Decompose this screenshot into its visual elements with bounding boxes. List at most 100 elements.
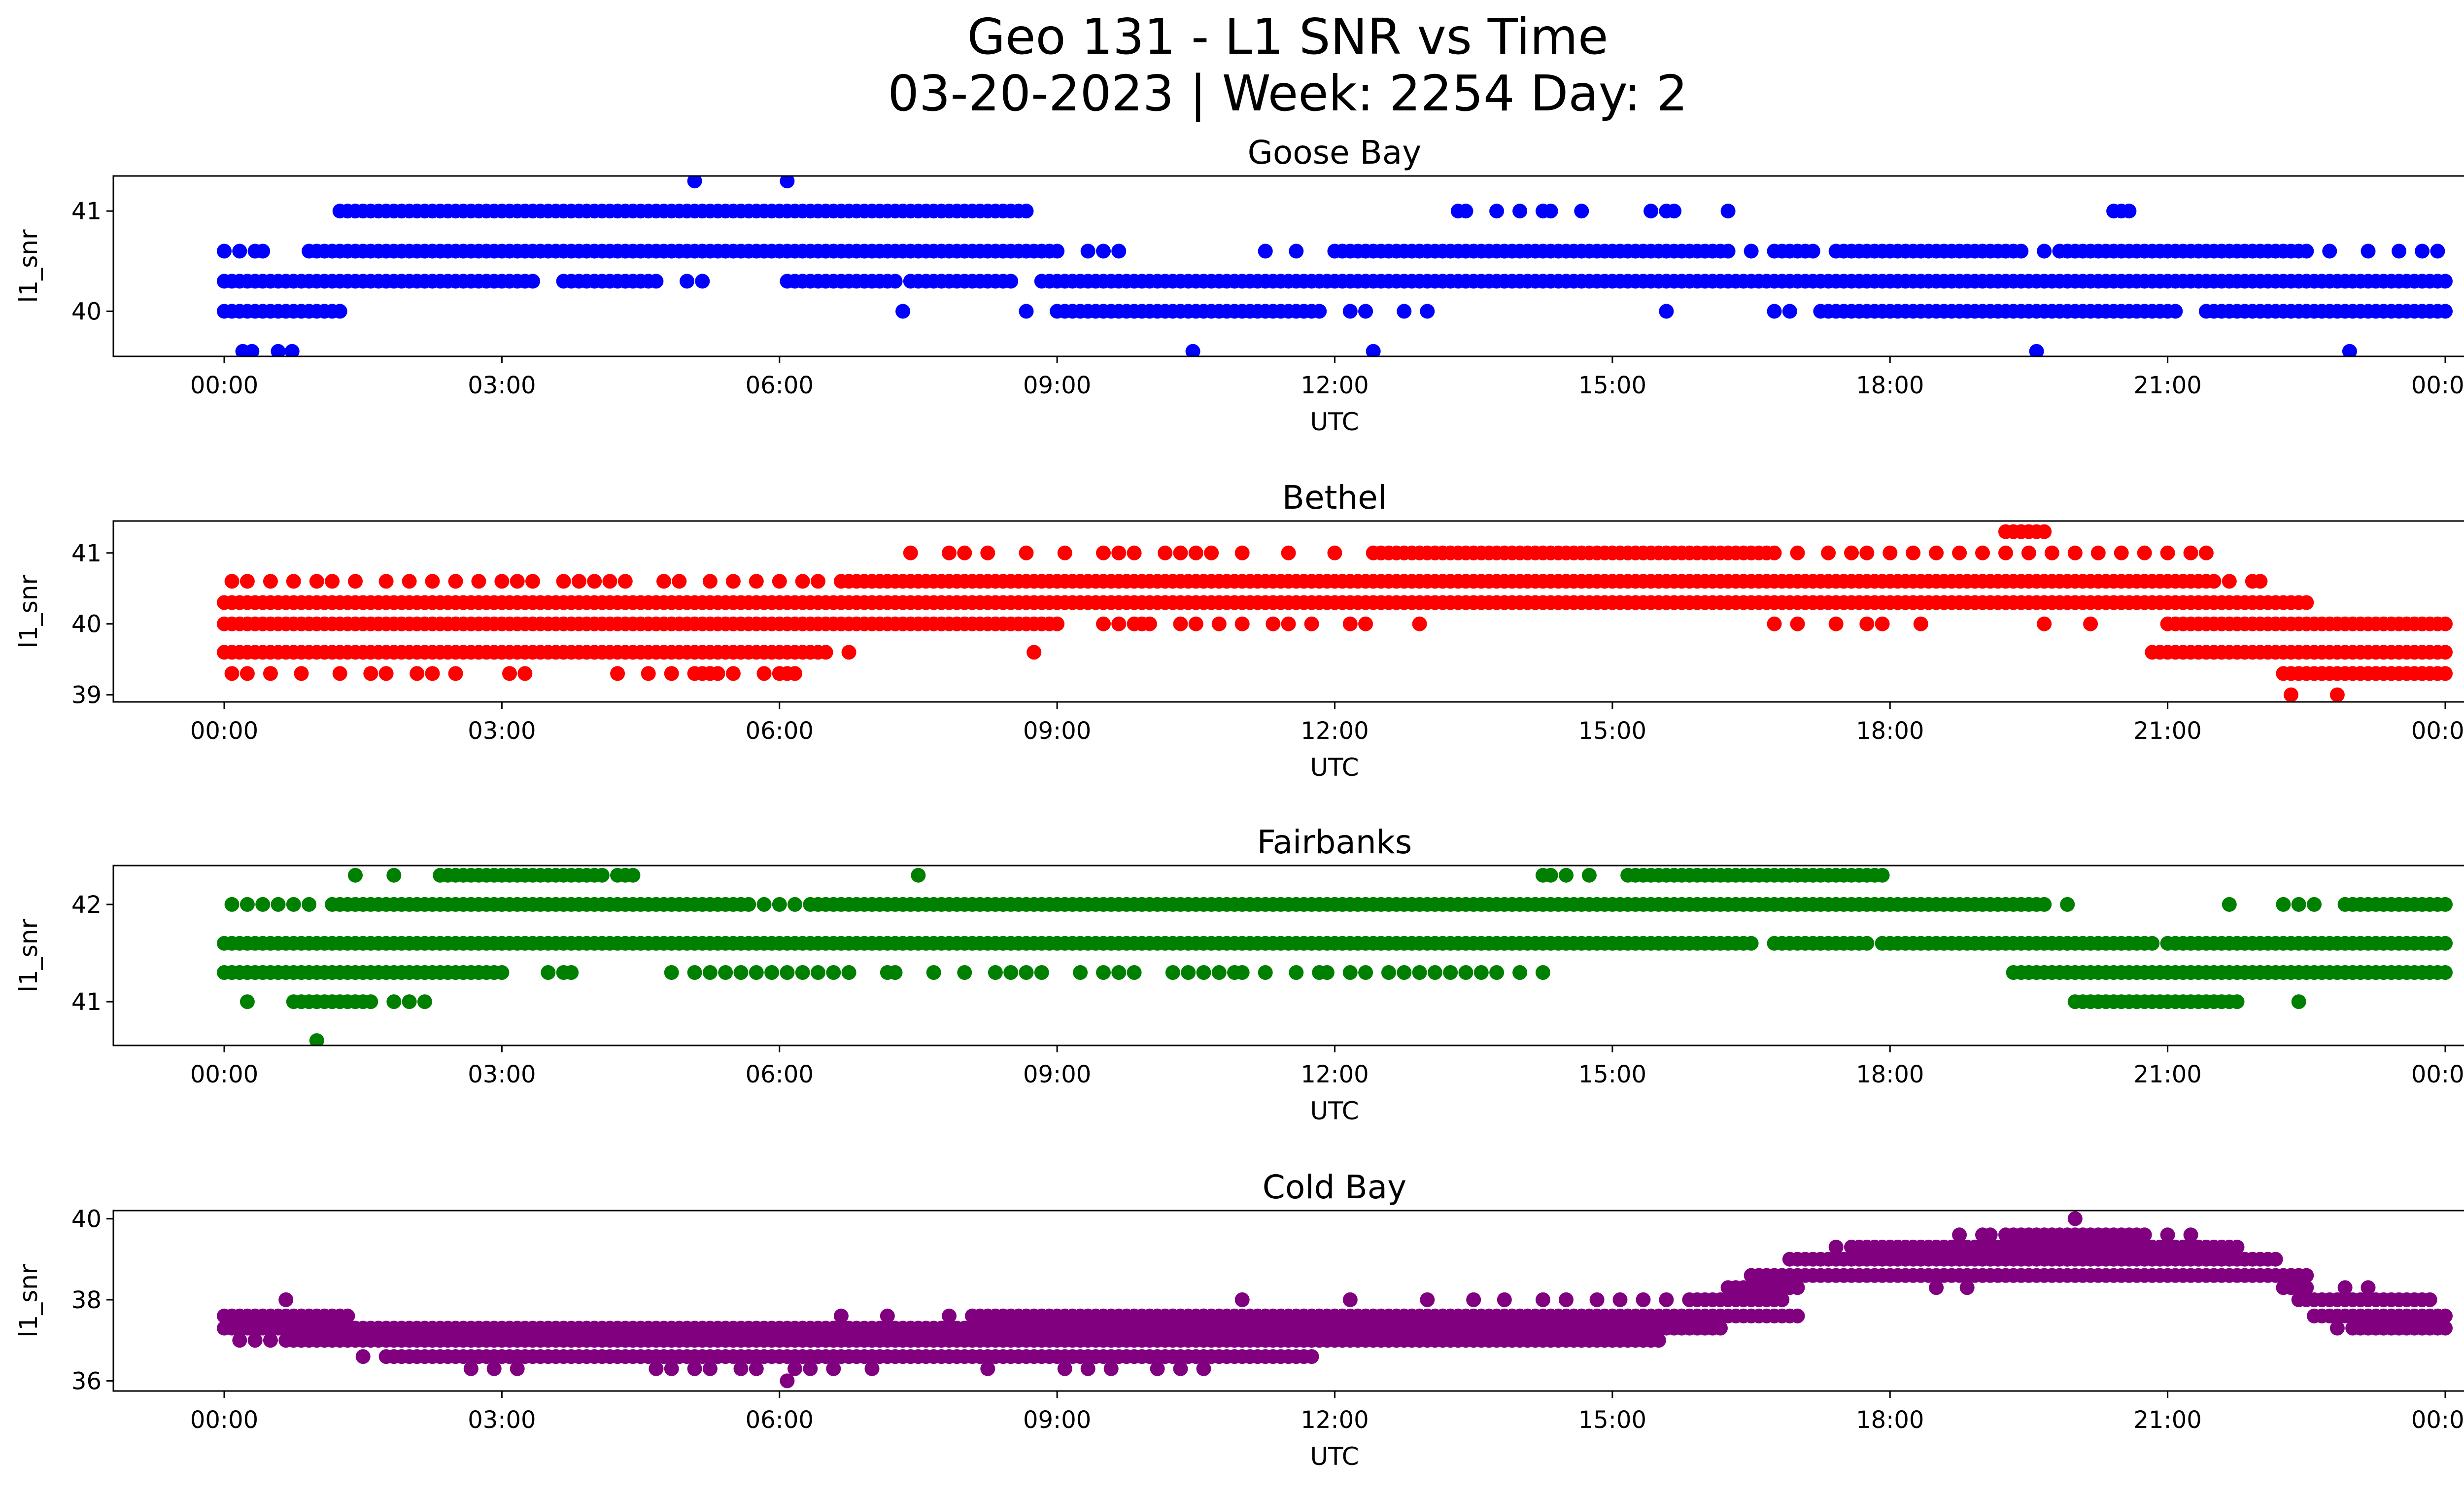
data-point <box>687 1361 702 1376</box>
data-point <box>2438 304 2453 319</box>
x-tick-label: 00:00 <box>190 1061 258 1088</box>
data-point <box>733 965 749 980</box>
y-axis-label: l1_snr <box>14 1264 43 1337</box>
data-point <box>255 243 271 259</box>
data-point <box>402 994 417 1009</box>
data-point <box>787 1361 802 1376</box>
data-point <box>247 1333 263 1348</box>
data-point <box>926 965 941 980</box>
data-point <box>1158 545 1173 560</box>
data-point <box>1319 965 1335 980</box>
data-point <box>263 1333 278 1348</box>
data-point <box>284 344 300 356</box>
data-point <box>1882 545 1898 560</box>
data-point <box>1913 616 1928 631</box>
data-point <box>780 965 795 980</box>
data-point <box>787 897 802 912</box>
panel-title: Bethel <box>1282 479 1387 517</box>
data-point <box>957 545 972 560</box>
panel-title: Cold Bay <box>1263 1168 1406 1206</box>
y-tick-label: 40 <box>71 298 102 326</box>
data-point <box>1027 645 1042 660</box>
data-point <box>1342 1292 1358 1307</box>
data-point <box>1304 1349 1319 1364</box>
data-point <box>2337 1280 2353 1295</box>
data-point <box>355 1349 371 1364</box>
data-point <box>1473 965 1489 980</box>
data-point <box>2284 687 2298 702</box>
data-point <box>2183 1227 2198 1243</box>
data-point <box>541 965 556 980</box>
data-point <box>494 574 510 589</box>
x-tick-label: 15:00 <box>1578 372 1646 399</box>
data-point <box>1289 243 1304 259</box>
data-point <box>1096 545 1111 560</box>
data-point <box>1327 545 1342 560</box>
data-point <box>271 344 286 356</box>
data-point <box>1057 545 1072 560</box>
x-tick-label: 00:00 <box>2411 1061 2464 1088</box>
x-tick-label: 12:00 <box>1300 372 1369 399</box>
x-tick-label: 06:00 <box>746 717 814 745</box>
data-point <box>1019 545 1034 560</box>
data-point <box>263 666 278 681</box>
data-point <box>232 1333 247 1348</box>
data-point <box>1581 868 1597 883</box>
data-points <box>217 176 2453 356</box>
data-point <box>1050 243 1065 259</box>
data-point <box>2361 1280 2376 1295</box>
data-point <box>1859 545 1875 560</box>
x-tick-label: 21:00 <box>2133 1406 2201 1434</box>
data-point <box>1512 965 1528 980</box>
data-point <box>2044 545 2059 560</box>
y-axis-label: l1_snr <box>14 919 43 992</box>
data-point <box>710 666 725 681</box>
x-tick-label: 09:00 <box>1023 1061 1091 1088</box>
data-point <box>2168 304 2183 319</box>
data-point <box>2291 994 2306 1009</box>
data-point <box>332 304 347 319</box>
data-point <box>795 965 810 980</box>
data-point <box>332 666 347 681</box>
data-point <box>1096 616 1111 631</box>
data-point <box>325 574 340 589</box>
data-point <box>1744 936 1759 951</box>
data-point <box>1983 1227 1998 1243</box>
data-point <box>309 574 324 589</box>
data-point <box>1150 1361 1165 1376</box>
data-point <box>587 574 602 589</box>
data-point <box>1543 868 1558 883</box>
data-point <box>2160 545 2175 560</box>
data-point <box>1188 616 1203 631</box>
data-point <box>1782 304 1797 319</box>
data-point <box>888 274 903 289</box>
data-point <box>1050 616 1065 631</box>
data-point <box>1342 616 1358 631</box>
x-tick-label: 09:00 <box>1023 717 1091 745</box>
data-point <box>2329 687 2345 702</box>
data-point <box>2222 574 2237 589</box>
data-point <box>1142 616 1157 631</box>
data-point <box>1420 304 1435 319</box>
data-point <box>2067 545 2083 560</box>
data-point <box>255 897 271 912</box>
data-point <box>911 868 926 883</box>
data-point <box>2037 243 2052 259</box>
y-tick-label: 41 <box>71 198 102 225</box>
data-point <box>224 574 240 589</box>
data-point <box>1234 965 1250 980</box>
data-point <box>2222 897 2237 912</box>
data-point <box>2229 1240 2245 1254</box>
data-point <box>741 897 756 912</box>
data-point <box>240 994 255 1009</box>
data-point <box>525 574 540 589</box>
axes-frame <box>112 865 2464 1046</box>
data-point <box>1959 1280 1975 1295</box>
x-tick-label: 15:00 <box>1578 1061 1646 1088</box>
data-point <box>1859 616 1875 631</box>
data-point <box>1196 1361 1211 1376</box>
x-tick-label: 00:00 <box>2411 717 2464 745</box>
data-point <box>471 574 486 589</box>
data-point <box>517 666 533 681</box>
data-point <box>1003 274 1019 289</box>
